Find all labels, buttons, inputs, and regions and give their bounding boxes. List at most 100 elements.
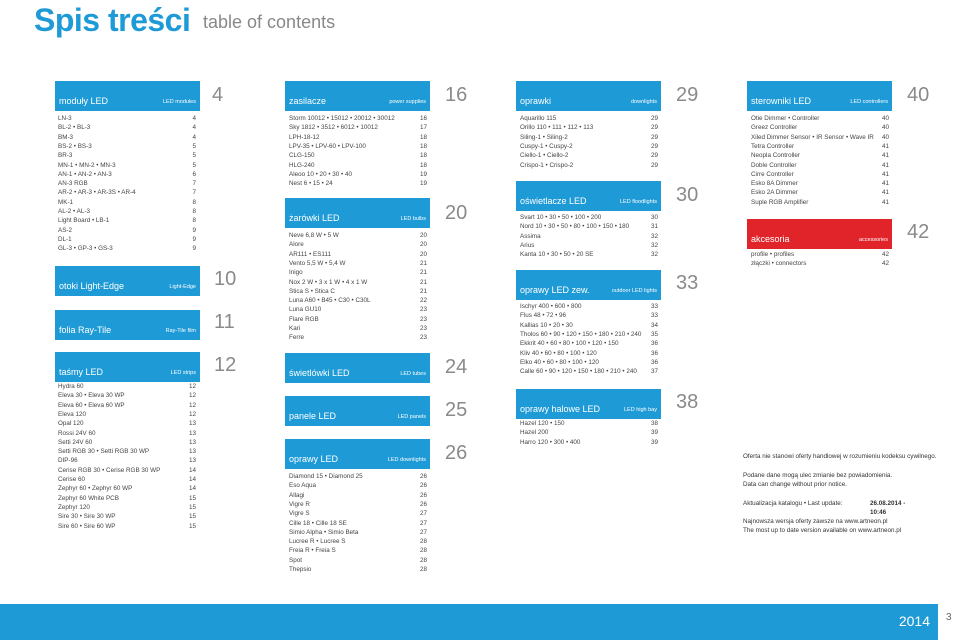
toc-entry[interactable]: AN-1 • AN-2 • AN-3 6 — [58, 170, 196, 179]
toc-entry[interactable]: Aleoo 10 • 20 • 30 • 40 19 — [289, 170, 427, 179]
toc-entry[interactable]: AL-2 • AL-3 8 — [58, 207, 196, 216]
toc-entry[interactable]: Sire 30 • Sire 30 WP 15 — [58, 512, 196, 521]
toc-entry[interactable]: Setti 24V 60 13 — [58, 438, 196, 447]
toc-entry[interactable]: AN-3 RGB 7 — [58, 179, 196, 188]
toc-entry[interactable]: Hazel 200 39 — [520, 428, 658, 437]
toc-entry[interactable]: BS-2 • BS-3 5 — [58, 142, 196, 151]
toc-entry[interactable]: Zephyr 60 • Zephyr 60 WP 14 — [58, 484, 196, 493]
toc-entry[interactable]: Opal 120 13 — [58, 419, 196, 428]
toc-entry[interactable]: Greez Controller 40 — [751, 123, 889, 132]
section-header-oprawki[interactable]: oprawki downlights — [516, 81, 661, 111]
toc-entry[interactable]: Ischyr 400 • 600 • 800 33 — [520, 302, 658, 311]
section-header-tubes[interactable]: świetlówki LED LED tubes — [285, 353, 430, 383]
toc-entry[interactable]: AR-2 • AR-3 • AR-3S • AR-4 7 — [58, 188, 196, 197]
section-header-strips[interactable]: taśmy LED LED strips — [55, 352, 200, 382]
toc-entry[interactable]: BM-3 4 — [58, 133, 196, 142]
section-header-power[interactable]: zasilacze power supplies — [285, 81, 430, 111]
toc-entry[interactable]: Cirre Controller 41 — [751, 170, 889, 179]
toc-entry[interactable]: Orillo 110 • 111 • 112 • 113 29 — [520, 123, 658, 132]
toc-entry[interactable]: Eleva 60 • Eleva 60 WP 12 — [58, 401, 196, 410]
toc-entry[interactable]: Vento 5,5 W • 5,4 W 21 — [289, 259, 427, 268]
website-note-pl[interactable]: Najnowsza wersja oferty zawsze na www.ar… — [743, 518, 888, 525]
toc-entry[interactable]: Sire 60 • Sire 60 WP 15 — [58, 522, 196, 531]
toc-entry[interactable]: Doble Controller 41 — [751, 161, 889, 170]
toc-entry[interactable]: Cerise 60 14 — [58, 475, 196, 484]
toc-entry[interactable]: Elko 40 • 60 • 80 • 100 • 120 36 — [520, 358, 658, 367]
toc-entry[interactable]: Stica S • Stica C 21 — [289, 287, 427, 296]
toc-entry[interactable]: Kanta 10 • 30 • 50 • 20 SE 32 — [520, 250, 658, 259]
toc-entry[interactable]: Flus 48 • 72 • 96 33 — [520, 311, 658, 320]
section-header-outdoor[interactable]: oprawy LED zew. outdoor LED lights — [516, 270, 661, 300]
toc-entry[interactable]: Kari 23 — [289, 324, 427, 333]
toc-entry[interactable]: MN-1 • MN-2 • MN-3 5 — [58, 161, 196, 170]
toc-entry[interactable]: LPH-18-12 18 — [289, 133, 427, 142]
section-header-panels[interactable]: panele LED LED panels — [285, 396, 430, 426]
toc-entry[interactable]: Suple RGB Amplifier 41 — [751, 198, 889, 207]
toc-entry[interactable]: Luna A60 • B45 • C30 • C30L 22 — [289, 296, 427, 305]
toc-entry[interactable]: Sky 1812 • 3512 • 6012 • 10012 17 — [289, 123, 427, 132]
toc-entry[interactable]: Harro 120 • 300 • 400 39 — [520, 438, 658, 447]
toc-entry[interactable]: Esko 2A Dimmer 41 — [751, 188, 889, 197]
toc-entry[interactable]: Hydra 60 12 — [58, 382, 196, 391]
toc-entry[interactable]: DIP-96 13 — [58, 456, 196, 465]
toc-entry[interactable]: Cille 18 • Cille 18 SE 27 — [289, 519, 427, 528]
toc-entry[interactable]: Hazel 120 • 150 38 — [520, 419, 658, 428]
toc-entry[interactable]: Freia R • Freia S 28 — [289, 546, 427, 555]
toc-entry[interactable]: Inigo 21 — [289, 268, 427, 277]
toc-entry[interactable]: AR111 • ES111 20 — [289, 250, 427, 259]
toc-entry[interactable]: Siling-1 • Siling-2 29 — [520, 133, 658, 142]
toc-entry[interactable]: Svart 10 • 30 • 50 • 100 • 200 30 — [520, 213, 658, 222]
toc-entry[interactable]: MK-1 8 — [58, 198, 196, 207]
toc-entry[interactable]: CLG-150 18 — [289, 151, 427, 160]
section-header-high-bay[interactable]: oprawy halowe LED LED high bay — [516, 389, 661, 419]
toc-entry[interactable]: Zephyr 60 White PCB 15 — [58, 494, 196, 503]
toc-entry[interactable]: Thepsio 28 — [289, 565, 427, 574]
toc-entry[interactable]: Eso Aqua 26 — [289, 481, 427, 490]
toc-entry[interactable]: Simio Alpha • Simio Beta 27 — [289, 528, 427, 537]
toc-entry[interactable]: Xiled Dimmer Sensor • IR Sensor • Wave I… — [751, 133, 889, 142]
section-header-floodlights[interactable]: oświetlacze LED LED floodlights — [516, 181, 661, 211]
toc-entry[interactable]: DL-1 9 — [58, 235, 196, 244]
toc-entry[interactable]: HLG-240 18 — [289, 161, 427, 170]
section-header-ray-tile[interactable]: folia Ray-Tile Ray-Tile film — [55, 310, 200, 340]
toc-entry[interactable]: Eleva 30 • Eleva 30 WP 12 — [58, 391, 196, 400]
toc-entry[interactable]: Ciello-1 • Ciello-2 29 — [520, 151, 658, 160]
toc-entry[interactable]: Arius 32 — [520, 241, 658, 250]
toc-entry[interactable]: Alore 20 — [289, 240, 427, 249]
toc-entry[interactable]: Allagi 26 — [289, 491, 427, 500]
section-header-accessories[interactable]: akcesoria accessories — [747, 219, 892, 249]
toc-entry[interactable]: AS-2 9 — [58, 226, 196, 235]
toc-entry[interactable]: Cuspy-1 • Cuspy-2 29 — [520, 142, 658, 151]
toc-entry[interactable]: BL-2 • BL-3 4 — [58, 123, 196, 132]
toc-entry[interactable]: Neopla Controller 41 — [751, 151, 889, 160]
toc-entry[interactable]: Vigre R 26 — [289, 500, 427, 509]
section-header-modules[interactable]: moduły LED LED modules — [55, 81, 200, 111]
toc-entry[interactable]: LPV-35 • LPV-60 • LPV-100 18 — [289, 142, 427, 151]
section-header-bulbs[interactable]: żarówki LED LED bulbs — [285, 198, 430, 228]
toc-entry[interactable]: Luna GU10 23 — [289, 305, 427, 314]
toc-entry[interactable]: Diamond 15 • Diamond 25 26 — [289, 472, 427, 481]
toc-entry[interactable]: Esko 8A Dimmer 41 — [751, 179, 889, 188]
toc-entry[interactable]: BR-3 5 — [58, 151, 196, 160]
toc-entry[interactable]: Vigre S 27 — [289, 509, 427, 518]
toc-entry[interactable]: Nord 10 • 30 • 50 • 80 • 100 • 150 • 180… — [520, 222, 658, 231]
website-note-en[interactable]: The most up to date version available on… — [743, 527, 902, 534]
toc-entry[interactable]: Neve 6,8 W • 5 W 20 — [289, 231, 427, 240]
toc-entry[interactable]: Nest 6 • 15 • 24 19 — [289, 179, 427, 188]
section-header-controllers[interactable]: sterowniki LED LED controllers — [747, 81, 892, 111]
toc-entry[interactable]: Otie Dimmer • Controller 40 — [751, 114, 889, 123]
toc-entry[interactable]: Rossi 24V 60 13 — [58, 429, 196, 438]
toc-entry[interactable]: Calle 60 • 90 • 120 • 150 • 180 • 210 • … — [520, 367, 658, 376]
toc-entry[interactable]: Crispo-1 • Crispo-2 29 — [520, 161, 658, 170]
section-header-light-edge[interactable]: otoki Light-Edge Light-Edge — [55, 266, 200, 296]
toc-entry[interactable]: profile • profiles 42 — [751, 250, 889, 259]
toc-entry[interactable]: Storm 10012 • 15012 • 20012 • 30012 16 — [289, 114, 427, 123]
toc-entry[interactable]: Assima 32 — [520, 232, 658, 241]
toc-entry[interactable]: Nox 2 W • 3 x 1 W • 4 x 1 W 21 — [289, 278, 427, 287]
toc-entry[interactable]: Ferre 23 — [289, 333, 427, 342]
toc-entry[interactable]: Flare RGB 23 — [289, 315, 427, 324]
toc-entry[interactable]: Aquarillo 115 29 — [520, 114, 658, 123]
toc-entry[interactable]: Light Board • LB-1 8 — [58, 216, 196, 225]
toc-entry[interactable]: Zephyr 120 15 — [58, 503, 196, 512]
toc-entry[interactable]: Lucree R • Lucree S 28 — [289, 537, 427, 546]
